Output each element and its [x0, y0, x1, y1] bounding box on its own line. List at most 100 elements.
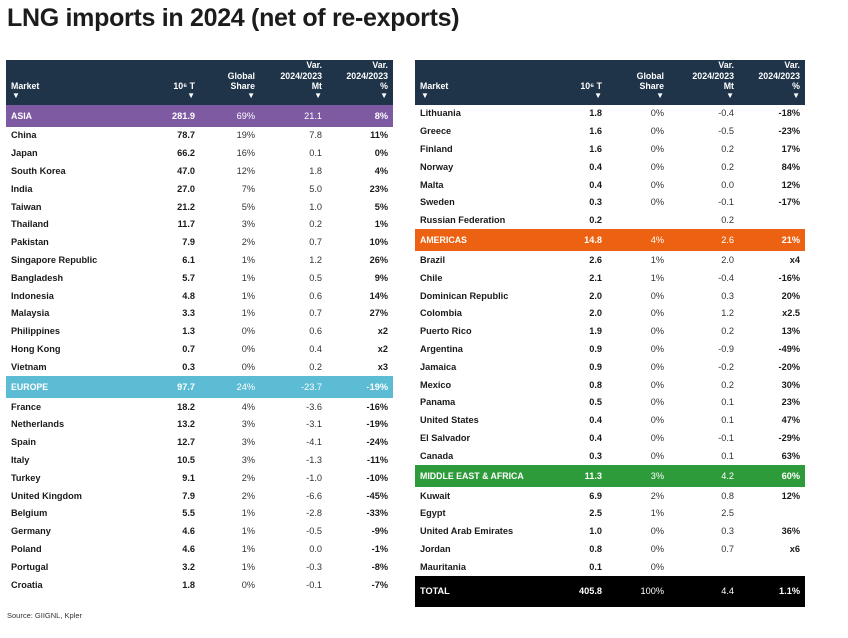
var-mt-column-header[interactable]: Var. 2024/2023 Mt ▼ — [669, 60, 739, 105]
market-cell: Norway — [420, 161, 454, 172]
volume-cell: 3.3 — [182, 308, 195, 319]
sort-arrow-icon[interactable]: ▼ — [792, 90, 800, 100]
volume-cell: 10.5 — [177, 454, 195, 465]
var-mt-cell: 4.4 — [669, 575, 739, 607]
var-pct-cell: 60% — [739, 464, 805, 487]
var-pct-cell: 13% — [781, 326, 800, 337]
market-cell: Lithuania — [420, 108, 461, 119]
table-row: Italy 10.5 3% -1.3 -11% — [6, 451, 393, 469]
table-row: Jamaica 0.9 0% -0.2 -20% — [415, 358, 805, 376]
var-pct-cell: -9% — [371, 526, 388, 537]
market-cell: France — [11, 401, 42, 412]
share-cell: 0% — [650, 561, 664, 572]
market-cell: Singapore Republic — [11, 254, 98, 265]
volume-column-header[interactable]: 10⁶ T ▼ — [138, 60, 200, 105]
var-pct-cell: 23% — [781, 397, 800, 408]
var-mt-cell: 2.6 — [669, 229, 739, 252]
market-cell: Chile — [420, 272, 443, 283]
var-mt-cell: -0.5 — [306, 526, 322, 537]
var-mt-cell: -0.4 — [718, 272, 734, 283]
var-mt-cell: -0.4 — [718, 108, 734, 119]
volume-cell: 2.6 — [589, 254, 602, 265]
region-row-middle-east-africa: MIDDLE EAST & AFRICA 11.3 3% 4.2 60% — [415, 464, 805, 487]
volume-cell: 14.8 — [553, 229, 607, 252]
sort-arrow-icon[interactable]: ▼ — [12, 90, 20, 100]
var-pct-cell: 12% — [781, 179, 800, 190]
sort-arrow-icon[interactable]: ▼ — [187, 90, 195, 100]
sort-arrow-icon[interactable]: ▼ — [594, 90, 602, 100]
volume-cell: 1.9 — [589, 326, 602, 337]
var-pct-cell: 20% — [781, 290, 800, 301]
share-cell: 0% — [650, 179, 664, 190]
var-mt-cell: 0.4 — [309, 343, 322, 354]
table-row: Portugal 3.2 1% -0.3 -8% — [6, 558, 393, 576]
market-cell: Thailand — [11, 219, 49, 230]
var-mt-cell: 0.1 — [721, 415, 734, 426]
var-mt-cell: 0.0 — [309, 543, 322, 554]
market-cell: Puerto Rico — [420, 326, 472, 337]
table-row: Puerto Rico 1.9 0% 0.2 13% — [415, 322, 805, 340]
var-pct-cell: -16% — [778, 272, 800, 283]
table-row: Netherlands 13.2 3% -3.1 -19% — [6, 415, 393, 433]
volume-cell: 4.6 — [182, 526, 195, 537]
volume-cell: 5.7 — [182, 272, 195, 283]
var-pct-cell: -19% — [327, 375, 393, 398]
market-cell: China — [11, 130, 37, 141]
volume-cell: 0.1 — [589, 561, 602, 572]
share-column-header[interactable]: Global Share ▼ — [200, 60, 260, 105]
market-cell: Sweden — [420, 197, 455, 208]
var-pct-cell: -10% — [366, 472, 388, 483]
share-column-header[interactable]: Global Share ▼ — [607, 60, 669, 105]
market-cell: TOTAL — [415, 575, 553, 607]
share-cell: 1% — [241, 526, 255, 537]
table-row: Mexico 0.8 0% 0.2 30% — [415, 376, 805, 394]
var-pct-cell — [739, 504, 805, 522]
share-cell: 1% — [650, 272, 664, 283]
market-cell: Turkey — [11, 472, 41, 483]
table-row: Colombia 2.0 0% 1.2 x2.5 — [415, 304, 805, 322]
var-pct-cell: x2 — [377, 326, 388, 337]
market-cell: Russian Federation — [420, 215, 506, 226]
volume-cell: 0.4 — [589, 415, 602, 426]
var-mt-cell: 0.0 — [721, 179, 734, 190]
share-cell: 1% — [241, 543, 255, 554]
sort-arrow-icon[interactable]: ▼ — [726, 90, 734, 100]
var-pct-cell: -29% — [778, 432, 800, 443]
sort-arrow-icon[interactable]: ▼ — [247, 90, 255, 100]
source-note: Source: GIIGNL, Kpler — [7, 611, 83, 620]
var-pct-cell: 63% — [781, 450, 800, 461]
var-mt-cell: 0.7 — [309, 308, 322, 319]
var-pct-cell: -8% — [371, 561, 388, 572]
share-cell: 2% — [241, 472, 255, 483]
market-column-header[interactable]: Market ▼ — [415, 60, 553, 105]
var-pct-column-header[interactable]: Var. 2024/2023% ▼ — [739, 60, 805, 105]
volume-cell: 21.2 — [177, 201, 195, 212]
table-row: El Salvador 0.4 0% -0.1 -29% — [415, 429, 805, 447]
volume-cell: 0.7 — [182, 343, 195, 354]
share-cell: 0% — [650, 126, 664, 137]
market-cell: Italy — [11, 454, 30, 465]
share-cell: 1% — [241, 272, 255, 283]
share-cell: 4% — [607, 229, 669, 252]
market-cell: Finland — [420, 143, 453, 154]
sort-arrow-icon[interactable]: ▼ — [314, 90, 322, 100]
var-mt-cell: -0.5 — [718, 126, 734, 137]
var-mt-cell: 0.2 — [721, 379, 734, 390]
table-row: Canada 0.3 0% 0.1 63% — [415, 447, 805, 465]
sort-arrow-icon[interactable]: ▼ — [380, 90, 388, 100]
volume-column-header[interactable]: 10⁶ T ▼ — [553, 60, 607, 105]
var-mt-cell: 0.5 — [309, 272, 322, 283]
share-cell: 0% — [650, 197, 664, 208]
market-cell: Malta — [420, 179, 444, 190]
var-pct-cell: 4% — [374, 165, 388, 176]
volume-cell: 0.2 — [589, 215, 602, 226]
share-cell: 24% — [200, 375, 260, 398]
sort-arrow-icon[interactable]: ▼ — [656, 90, 664, 100]
sort-arrow-icon[interactable]: ▼ — [421, 90, 429, 100]
table-row: Malaysia 3.3 1% 0.7 27% — [6, 304, 393, 322]
var-pct-column-header[interactable]: Var. 2024/2023% ▼ — [327, 60, 393, 105]
var-mt-cell: -4.1 — [306, 437, 322, 448]
market-column-header[interactable]: Market ▼ — [6, 60, 138, 105]
var-mt-column-header[interactable]: Var. 2024/2023 Mt ▼ — [260, 60, 327, 105]
market-cell: Philippines — [11, 326, 61, 337]
